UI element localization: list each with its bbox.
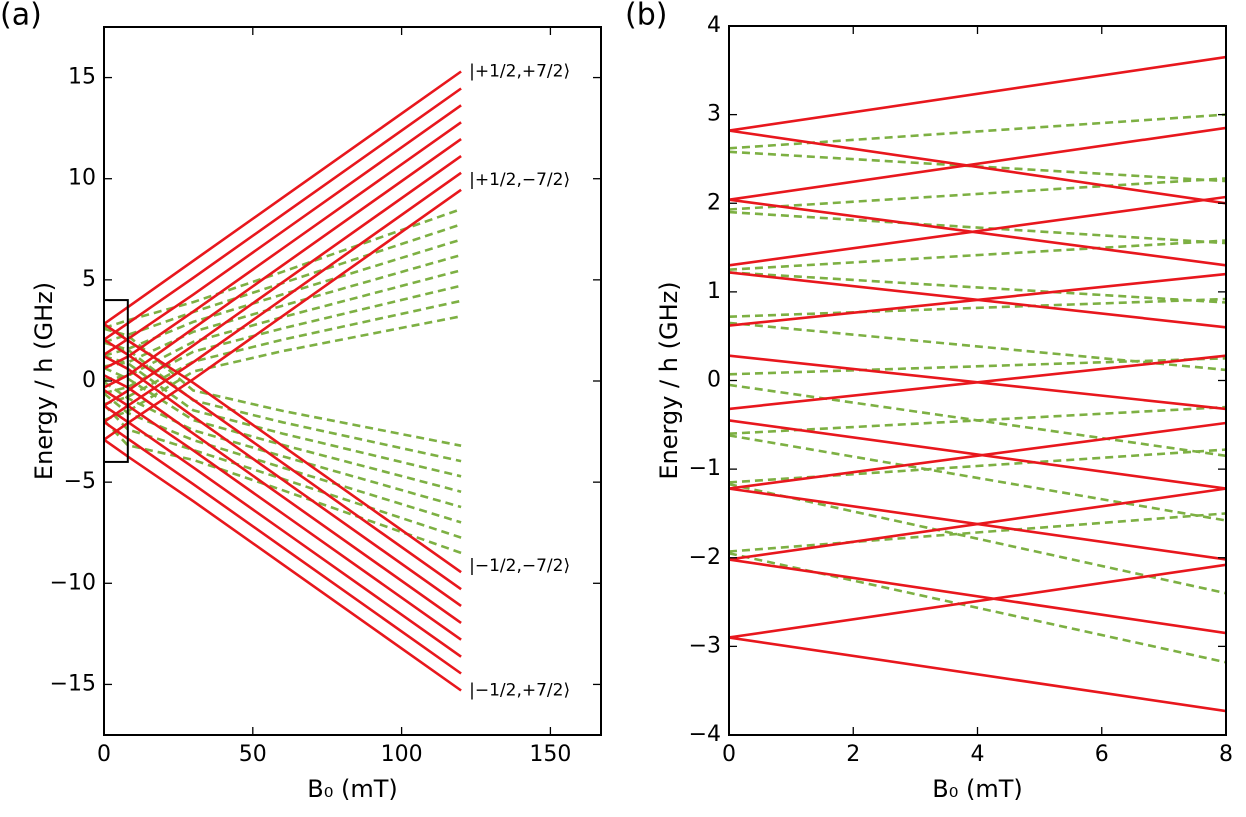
energy-level <box>729 636 1226 713</box>
y-tick-label: 10 <box>68 166 96 191</box>
energy-level <box>104 269 462 381</box>
energy-level <box>104 366 462 493</box>
x-axis-label: B₀ (mT) <box>932 775 1022 803</box>
energy-level <box>729 482 1226 595</box>
state-label: |−1/2,+7/2⟩ <box>469 680 570 700</box>
energy-level <box>104 104 462 356</box>
energy-level <box>729 195 1226 267</box>
x-tick-label: 4 <box>971 742 985 767</box>
y-tick-label: −15 <box>50 671 96 696</box>
energy-level <box>104 374 462 624</box>
energy-level <box>104 389 462 641</box>
energy-level <box>104 284 462 395</box>
energy-level <box>729 487 1226 561</box>
energy-level <box>729 419 1226 490</box>
panel-label: (b) <box>625 0 667 33</box>
y-tick-label: −1 <box>689 456 721 481</box>
y-tick-label: −3 <box>689 633 721 658</box>
y-tick-label: −4 <box>689 722 721 747</box>
y-tick-label: 5 <box>82 267 96 292</box>
x-tick-label: 8 <box>1219 742 1233 767</box>
energy-level <box>104 87 462 341</box>
y-axis-label: Energy / h (GHz) <box>655 281 683 479</box>
energy-level <box>729 271 1226 304</box>
energy-level <box>729 558 1226 635</box>
energy-level <box>104 138 462 389</box>
energy-level <box>104 171 462 423</box>
energy-level <box>104 392 462 524</box>
y-tick-label: 1 <box>707 279 721 304</box>
energy-level <box>729 177 1226 211</box>
energy-level <box>729 129 1226 205</box>
y-tick-label: −5 <box>64 469 96 494</box>
energy-level <box>104 338 462 591</box>
energy-level <box>729 383 1226 458</box>
x-tick-label: 0 <box>722 742 736 767</box>
x-tick-label: 100 <box>381 742 423 767</box>
energy-level <box>104 70 462 326</box>
energy-level <box>104 404 462 658</box>
state-label: |+1/2,+7/2⟩ <box>469 62 570 82</box>
energy-level <box>729 357 1226 376</box>
energy-level <box>729 512 1226 553</box>
energy-level <box>104 121 462 370</box>
energy-level <box>104 315 462 422</box>
energy-level <box>729 198 1226 267</box>
series-group <box>104 70 462 692</box>
energy-level <box>729 297 1226 318</box>
energy-level <box>104 327 462 447</box>
x-tick-label: 50 <box>239 742 267 767</box>
x-axis-label: B₀ (mT) <box>307 775 397 803</box>
y-tick-label: 0 <box>82 368 96 393</box>
energy-level <box>104 380 462 509</box>
energy-level <box>104 420 462 675</box>
x-tick-label: 6 <box>1095 742 1109 767</box>
plot-area <box>104 70 462 692</box>
x-tick-label: 2 <box>846 742 860 767</box>
energy-level <box>729 210 1226 245</box>
y-tick-label: −2 <box>689 545 721 570</box>
inset-box <box>103 299 129 463</box>
energy-level <box>104 155 462 407</box>
y-axis-label: Energy / h (GHz) <box>30 282 58 480</box>
x-tick-label: 0 <box>97 742 111 767</box>
x-tick-label: 150 <box>529 742 571 767</box>
energy-level <box>104 438 462 692</box>
energy-level <box>104 322 462 574</box>
y-tick-label: 3 <box>707 102 721 127</box>
y-tick-label: −10 <box>50 570 96 595</box>
plot-area <box>729 55 1226 713</box>
y-tick-label: 2 <box>707 190 721 215</box>
energy-level <box>104 207 462 330</box>
panel-label: (a) <box>0 0 42 33</box>
energy-level <box>729 126 1226 201</box>
y-tick-label: 15 <box>68 65 96 90</box>
energy-level <box>729 239 1226 271</box>
energy-level <box>729 55 1226 132</box>
y-tick-label: 0 <box>707 368 721 393</box>
energy-level <box>104 188 462 441</box>
energy-level <box>729 354 1226 411</box>
series-group <box>729 55 1226 713</box>
y-tick-label: 4 <box>707 13 721 38</box>
energy-level <box>104 355 462 607</box>
energy-level <box>729 563 1226 639</box>
state-label: |−1/2,−7/2⟩ <box>469 556 570 576</box>
axes-frame <box>728 25 1227 736</box>
energy-level <box>729 434 1226 522</box>
energy-level <box>729 271 1226 329</box>
state-label: |+1/2,−7/2⟩ <box>469 170 570 190</box>
energy-level <box>729 321 1226 372</box>
